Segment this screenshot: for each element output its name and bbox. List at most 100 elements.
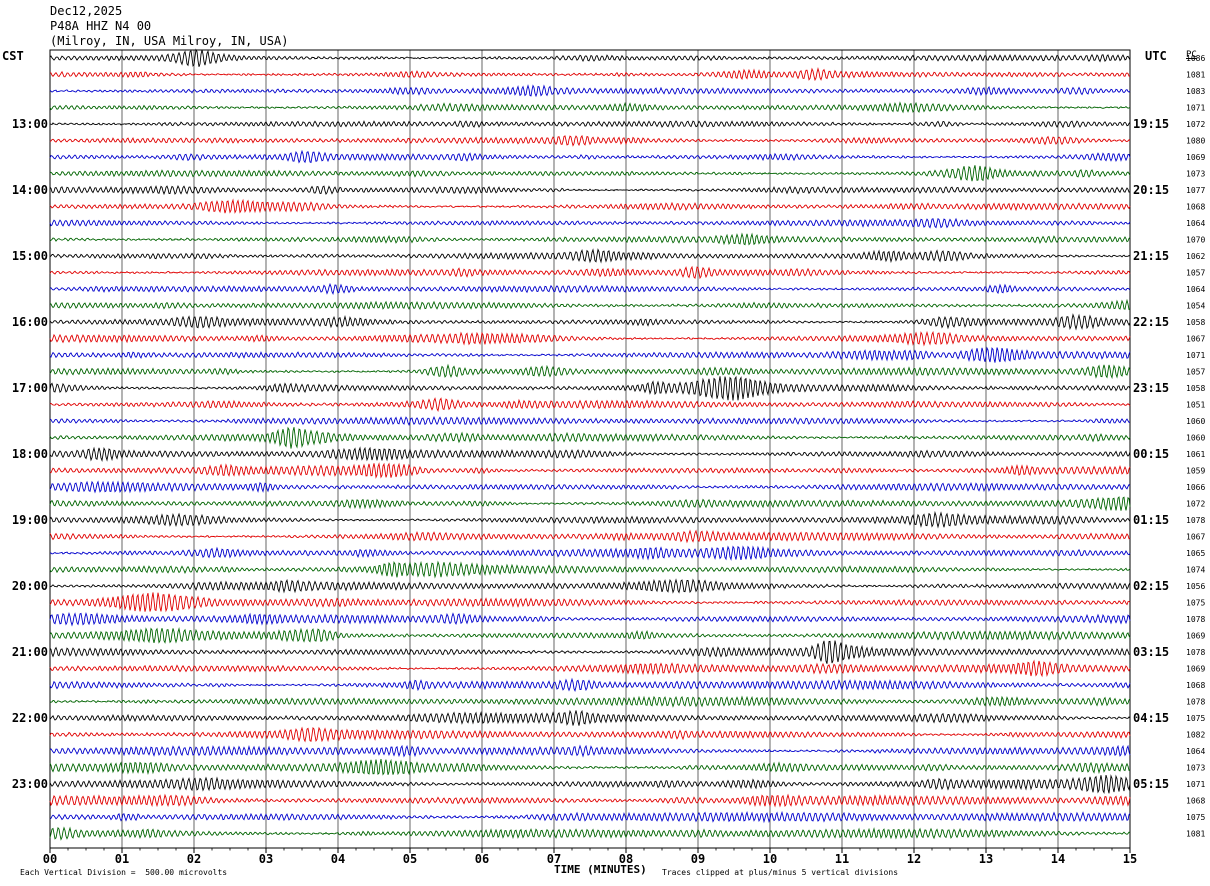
trace-value-10: 1064 — [1186, 219, 1205, 228]
seismic-trace-37 — [49, 659, 1131, 678]
cst-hour-label: 19:00 — [12, 513, 48, 527]
trace-value-25: 1059 — [1186, 467, 1205, 476]
utc-hour-label: 00:15 — [1133, 447, 1169, 461]
seismic-trace-45 — [49, 793, 1131, 808]
seismic-trace-33 — [49, 592, 1131, 613]
seismic-trace-3 — [49, 101, 1131, 114]
seismic-trace-32 — [49, 578, 1131, 594]
trace-value-32: 1056 — [1186, 582, 1205, 591]
trace-value-0: 1086 — [1186, 54, 1205, 63]
utc-axis-title: UTC — [1145, 49, 1167, 63]
trace-value-45: 1068 — [1186, 797, 1205, 806]
seismic-trace-31 — [49, 560, 1131, 579]
utc-hour-label: 04:15 — [1133, 711, 1169, 725]
grid-layer — [49, 49, 1131, 853]
seismic-trace-47 — [49, 826, 1131, 841]
trace-value-46: 1075 — [1186, 813, 1205, 822]
utc-hour-label: 01:15 — [1133, 513, 1169, 527]
seismic-trace-25 — [49, 462, 1131, 479]
header-station: P48A HHZ N4 00 — [50, 19, 152, 33]
trace-value-43: 1073 — [1186, 764, 1205, 773]
trace-value-35: 1069 — [1186, 632, 1205, 641]
trace-value-11: 1070 — [1186, 236, 1205, 245]
scale-note: Each Vertical Division = 500.00 microvol… — [20, 868, 228, 877]
trace-value-30: 1065 — [1186, 549, 1205, 558]
x-tick-label: 01 — [115, 852, 129, 866]
trace-value-39: 1078 — [1186, 698, 1205, 707]
cst-hour-label: 15:00 — [12, 249, 48, 263]
seismic-trace-12 — [49, 248, 1131, 264]
seismic-trace-14 — [49, 282, 1131, 295]
x-tick-label: 11 — [835, 852, 849, 866]
utc-hour-label: 21:15 — [1133, 249, 1169, 263]
cst-hour-label: 23:00 — [12, 777, 48, 791]
trace-value-22: 1060 — [1186, 417, 1205, 426]
cst-hour-label: 13:00 — [12, 117, 48, 131]
seismic-trace-22 — [49, 415, 1131, 426]
seismic-trace-44 — [49, 774, 1131, 795]
trace-value-38: 1068 — [1186, 681, 1205, 690]
x-tick-label: 03 — [259, 852, 273, 866]
seismic-trace-30 — [49, 545, 1131, 561]
seismic-trace-0 — [49, 48, 1131, 67]
seismic-trace-15 — [49, 298, 1131, 311]
cst-hour-label: 16:00 — [12, 315, 48, 329]
x-tick-label: 08 — [619, 852, 633, 866]
trace-value-41: 1082 — [1186, 731, 1205, 740]
seismic-trace-13 — [49, 265, 1131, 280]
seismic-trace-10 — [49, 217, 1131, 229]
seismic-trace-2 — [49, 84, 1131, 98]
trace-value-31: 1074 — [1186, 566, 1205, 575]
trace-value-2: 1083 — [1186, 87, 1205, 96]
utc-hour-label: 22:15 — [1133, 315, 1169, 329]
trace-value-19: 1057 — [1186, 368, 1205, 377]
seismic-trace-17 — [49, 330, 1131, 347]
cst-hour-label: 20:00 — [12, 579, 48, 593]
seismic-trace-8 — [49, 185, 1131, 196]
x-tick-label: 13 — [979, 852, 993, 866]
seismic-trace-4 — [49, 120, 1131, 129]
trace-value-18: 1071 — [1186, 351, 1205, 360]
utc-hour-label: 05:15 — [1133, 777, 1169, 791]
seismic-trace-27 — [49, 496, 1131, 512]
seismic-trace-38 — [49, 677, 1131, 692]
trace-value-29: 1067 — [1186, 533, 1205, 542]
trace-value-13: 1057 — [1186, 269, 1205, 278]
cst-hour-label: 21:00 — [12, 645, 48, 659]
x-tick-label: 10 — [763, 852, 777, 866]
trace-value-20: 1058 — [1186, 384, 1205, 393]
trace-value-21: 1051 — [1186, 401, 1205, 410]
seismic-trace-7 — [49, 165, 1131, 182]
utc-hour-label: 02:15 — [1133, 579, 1169, 593]
seismic-trace-36 — [49, 640, 1131, 664]
seismic-trace-28 — [49, 510, 1131, 529]
x-tick-label: 00 — [43, 852, 57, 866]
seismic-trace-34 — [49, 612, 1131, 627]
seismic-trace-6 — [49, 149, 1131, 164]
x-tick-label: 14 — [1051, 852, 1065, 866]
seismic-trace-20 — [49, 375, 1131, 401]
seismic-trace-40 — [49, 709, 1131, 726]
trace-value-27: 1072 — [1186, 500, 1205, 509]
trace-value-26: 1066 — [1186, 483, 1205, 492]
trace-value-6: 1069 — [1186, 153, 1205, 162]
trace-value-12: 1062 — [1186, 252, 1205, 261]
trace-value-5: 1080 — [1186, 137, 1205, 146]
trace-value-24: 1061 — [1186, 450, 1205, 459]
trace-value-8: 1077 — [1186, 186, 1205, 195]
seismic-trace-16 — [49, 313, 1131, 331]
seismic-trace-9 — [49, 198, 1131, 214]
x-tick-label: 06 — [475, 852, 489, 866]
header-location: (Milroy, IN, USA Milroy, IN, USA) — [50, 34, 289, 48]
trace-value-42: 1064 — [1186, 747, 1205, 756]
seismic-trace-41 — [49, 726, 1131, 743]
utc-hour-label: 23:15 — [1133, 381, 1169, 395]
x-axis-title: TIME (MINUTES) — [554, 863, 647, 876]
utc-hour-label: 19:15 — [1133, 117, 1169, 131]
x-tick-label: 09 — [691, 852, 705, 866]
header-date: Dec12,2025 — [50, 4, 123, 18]
seismic-trace-35 — [49, 627, 1131, 644]
cst-axis-title: CST — [2, 49, 24, 63]
trace-value-44: 1071 — [1186, 780, 1205, 789]
